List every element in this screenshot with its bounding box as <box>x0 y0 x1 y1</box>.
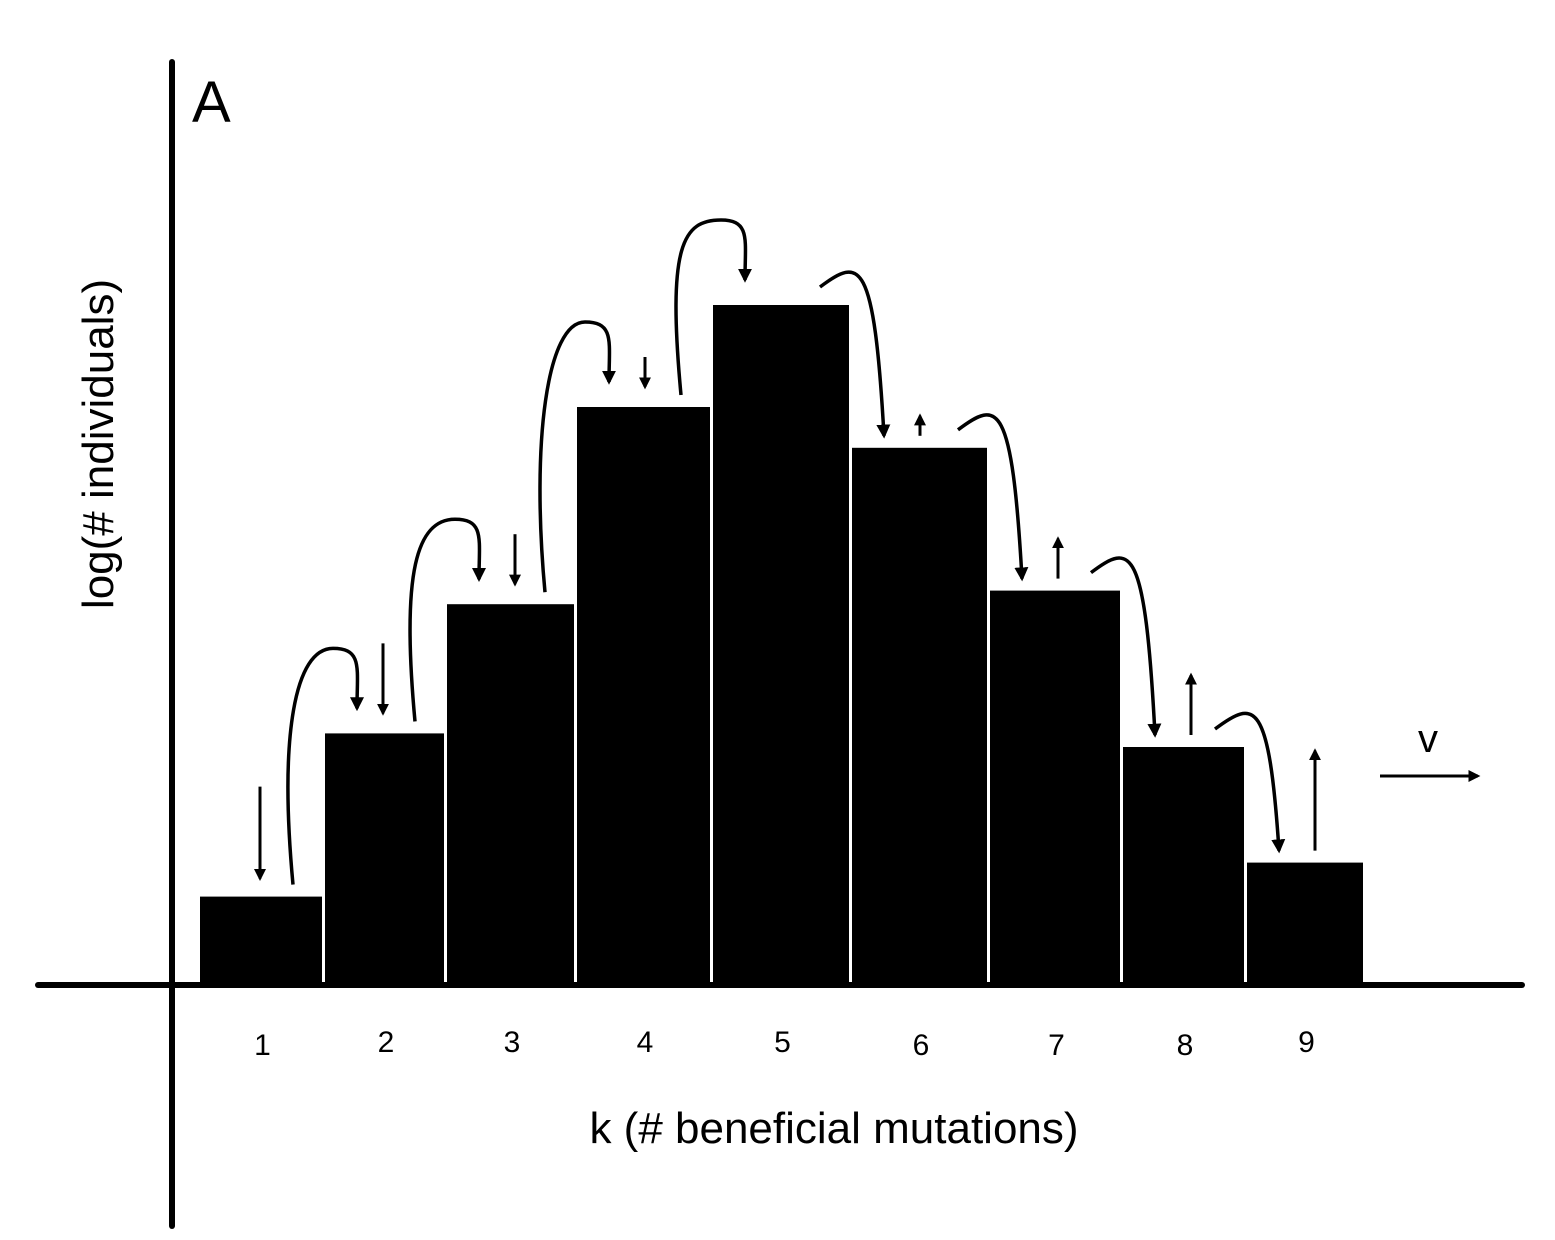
mutation-arrow-k2-to-k3 <box>408 517 487 722</box>
bar-k-9 <box>1247 862 1363 985</box>
bar-k-6 <box>852 447 987 985</box>
x-tick-label-4: 4 <box>637 1026 654 1059</box>
bar-k-5 <box>713 305 849 985</box>
mutation-arrow-k6-to-k7 <box>956 413 1029 582</box>
mutation-arrow-k7-to-k8 <box>1089 556 1162 738</box>
mutation-arrows <box>286 218 1286 885</box>
x-tick-label-9: 9 <box>1298 1026 1315 1059</box>
bar-k-3 <box>447 604 574 985</box>
mutation-arrow-k5-to-k6 <box>818 270 891 439</box>
y-axis-label: log(# individuals) <box>74 279 123 609</box>
mutation-arrow-k8-to-k9 <box>1213 711 1286 854</box>
x-tick-label-7: 7 <box>1048 1029 1065 1062</box>
bar-k-1 <box>200 896 322 985</box>
mutation-arrow-k1-to-k2 <box>286 646 365 885</box>
bar-k-4 <box>577 407 710 985</box>
bar-k-8 <box>1123 747 1244 985</box>
x-tick-label-6: 6 <box>913 1029 930 1062</box>
mutation-arrow-k4-to-k5 <box>674 218 753 396</box>
x-tick-label-2: 2 <box>378 1026 395 1059</box>
x-tick-labels: 1 2 3 4 5 6 7 8 9 <box>254 1026 1315 1062</box>
x-axis-label: k (# beneficial mutations) <box>589 1104 1078 1153</box>
x-tick-label-1: 1 <box>254 1029 271 1062</box>
panel-label: A <box>192 70 231 135</box>
bar-k-7 <box>990 590 1120 985</box>
bar-k-2 <box>325 733 444 985</box>
x-tick-label-8: 8 <box>1177 1029 1194 1062</box>
x-tick-label-5: 5 <box>774 1026 791 1059</box>
mutation-arrow-k3-to-k4 <box>538 320 617 593</box>
velocity-label: v <box>1418 717 1438 761</box>
bars <box>200 305 1363 985</box>
selection-arrows <box>254 357 1321 881</box>
x-tick-label-3: 3 <box>504 1026 521 1059</box>
